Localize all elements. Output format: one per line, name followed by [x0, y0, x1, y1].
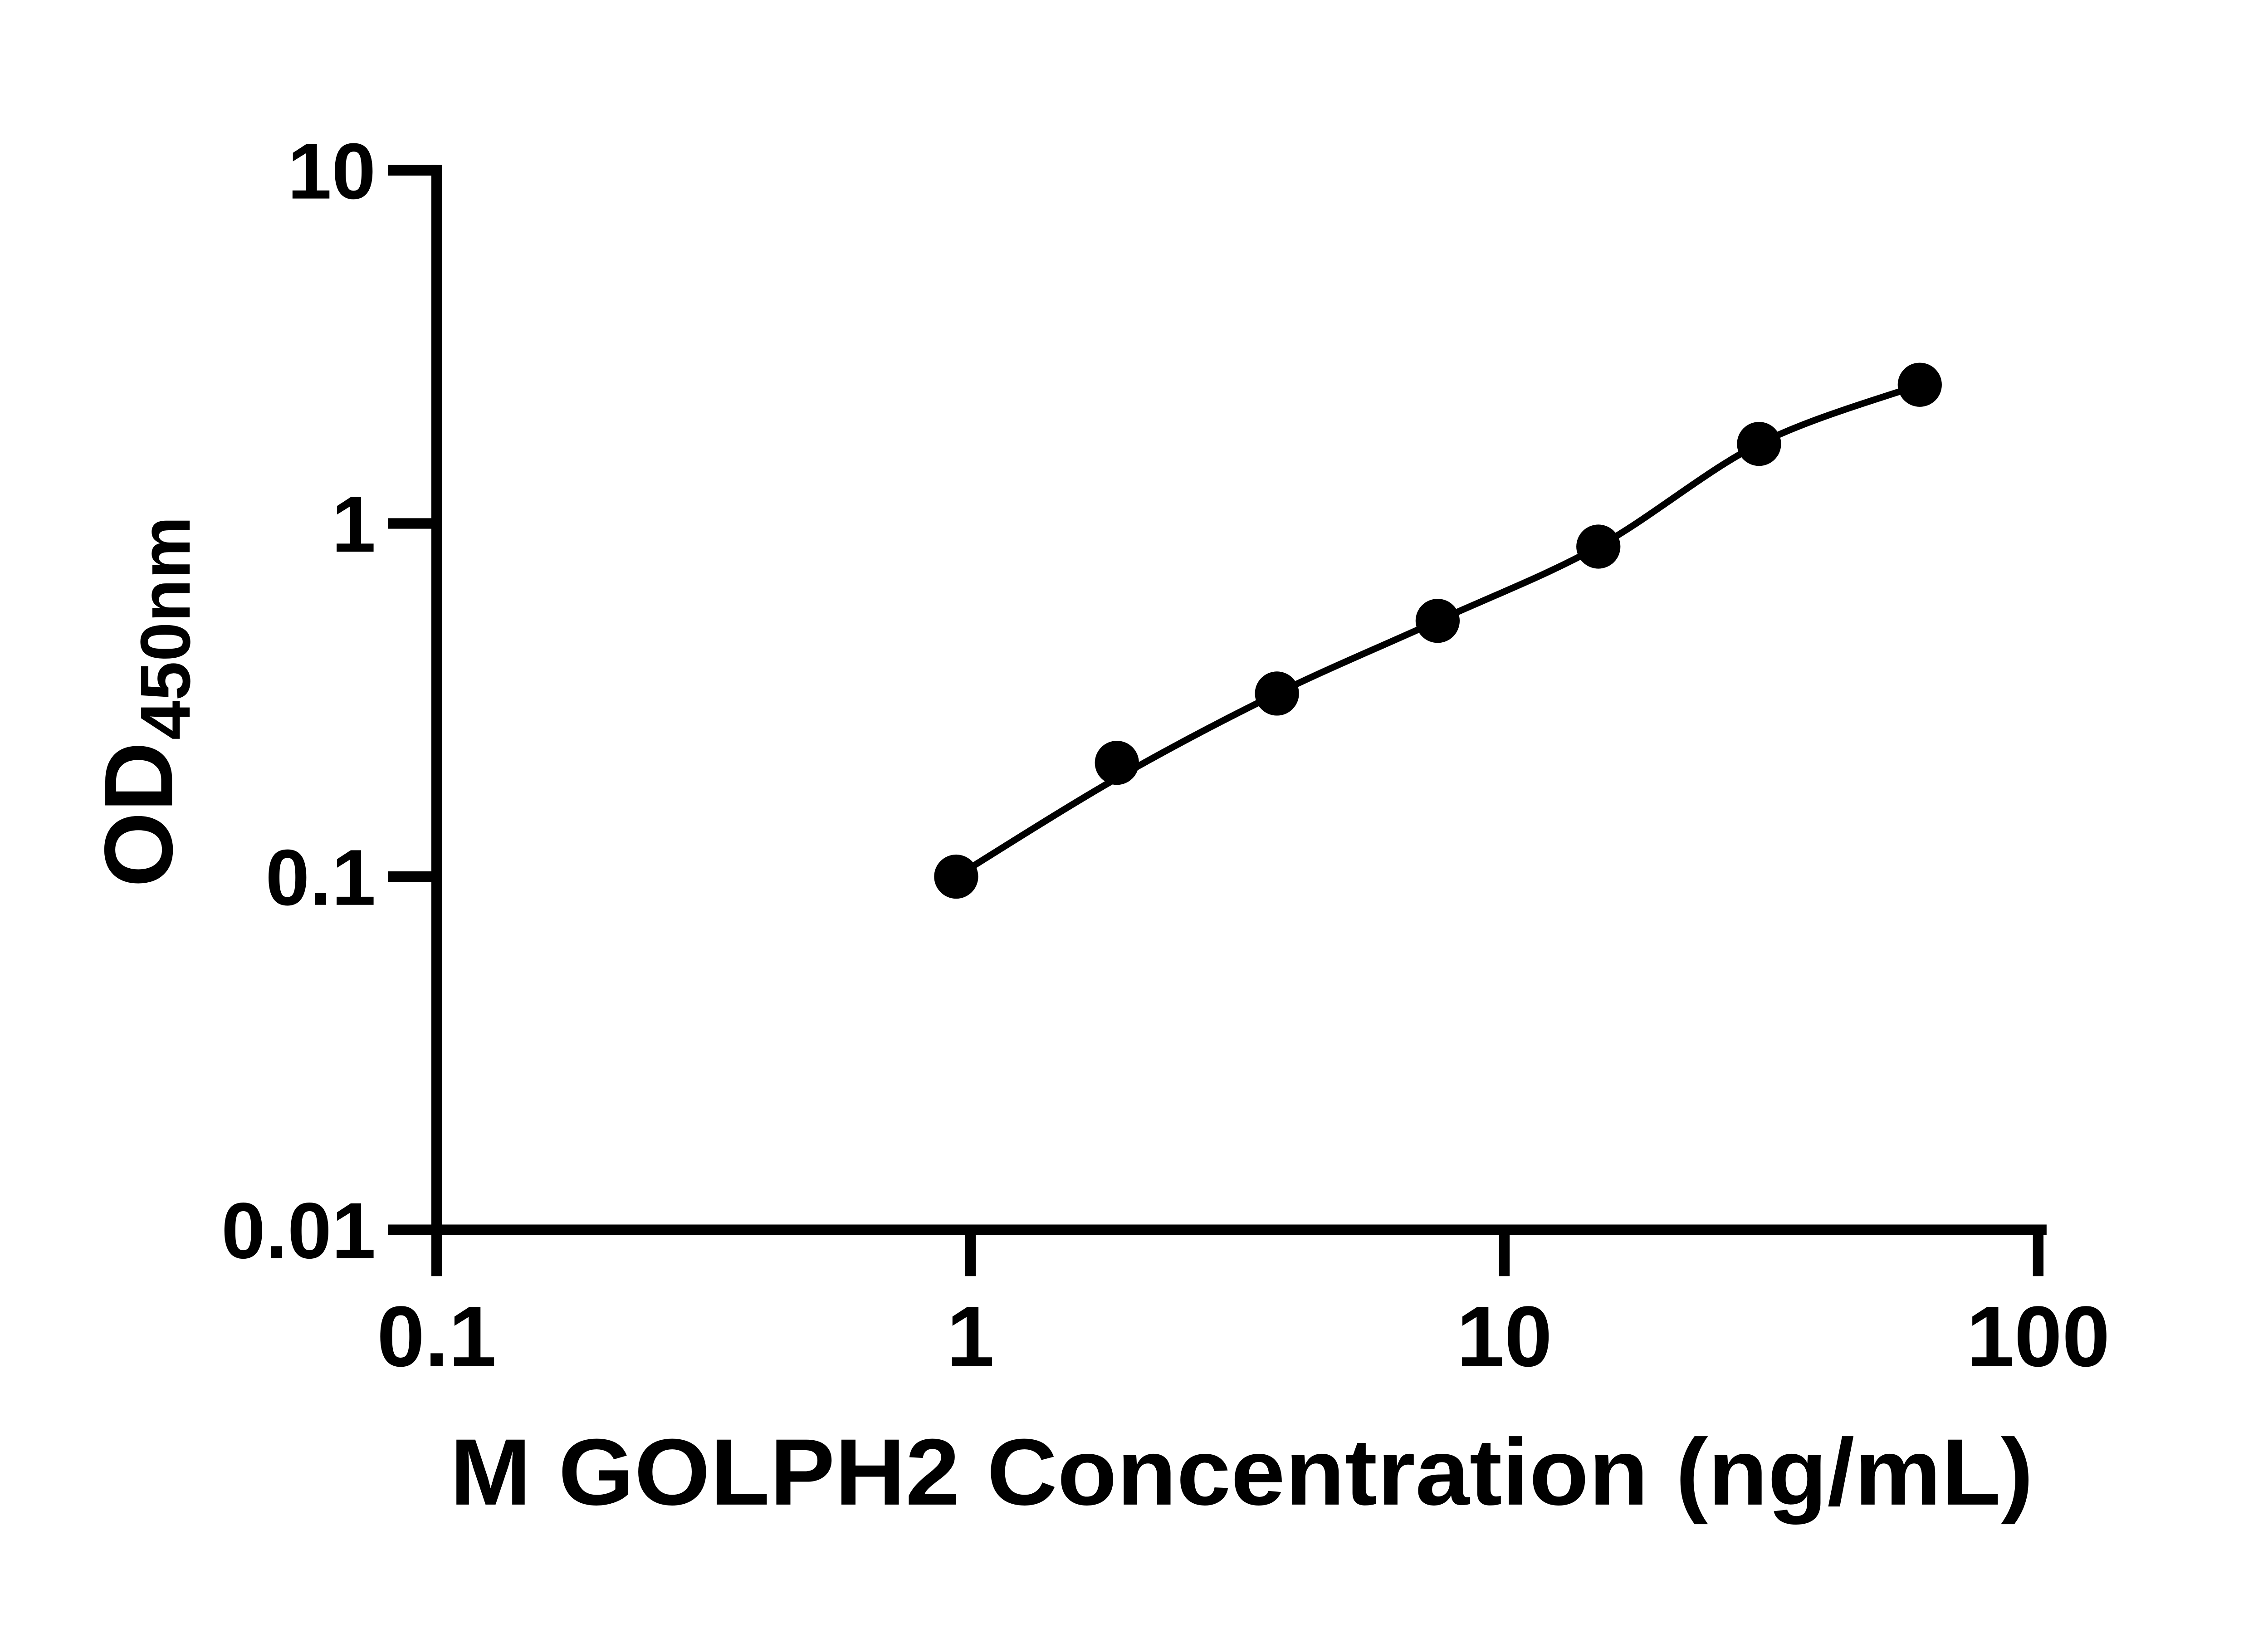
data-point-marker: [1737, 422, 1781, 466]
x-axis-title: M GOLPH2 Concentration (ng/mL): [450, 1420, 2033, 1525]
x-tick-label: 0.1: [377, 1289, 497, 1385]
data-point-marker: [1095, 741, 1139, 785]
data-point-marker: [1415, 599, 1460, 643]
y-axis-title-subscript: 450nm: [126, 516, 205, 740]
y-tick-label: 0.1: [265, 834, 376, 922]
y-axis-ticks: [388, 165, 437, 1235]
x-tick-label: 10: [1457, 1289, 1552, 1385]
y-axis-title: OD 450nm: [84, 516, 205, 887]
x-tick-label: 100: [1966, 1289, 2110, 1385]
plot-area: [934, 362, 1942, 899]
data-point-marker: [1576, 524, 1621, 569]
y-tick-label: 10: [288, 127, 376, 216]
y-tick-label: 0.01: [221, 1187, 376, 1275]
data-point-series: [934, 362, 1942, 899]
y-axis-tick-labels: 10 1 0.1 0.01: [221, 127, 376, 1276]
x-tick-label: 1: [947, 1289, 994, 1385]
axes: [431, 165, 2047, 1235]
x-axis-tick-labels: 0.1 1 10 100: [377, 1289, 2110, 1385]
y-axis-title-main: OD: [84, 742, 193, 887]
data-point-marker: [1897, 362, 1942, 407]
data-point-marker: [1255, 671, 1299, 716]
x-axis-ticks: [431, 1230, 2044, 1276]
y-tick-label: 1: [332, 480, 376, 569]
data-point-marker: [934, 854, 978, 899]
